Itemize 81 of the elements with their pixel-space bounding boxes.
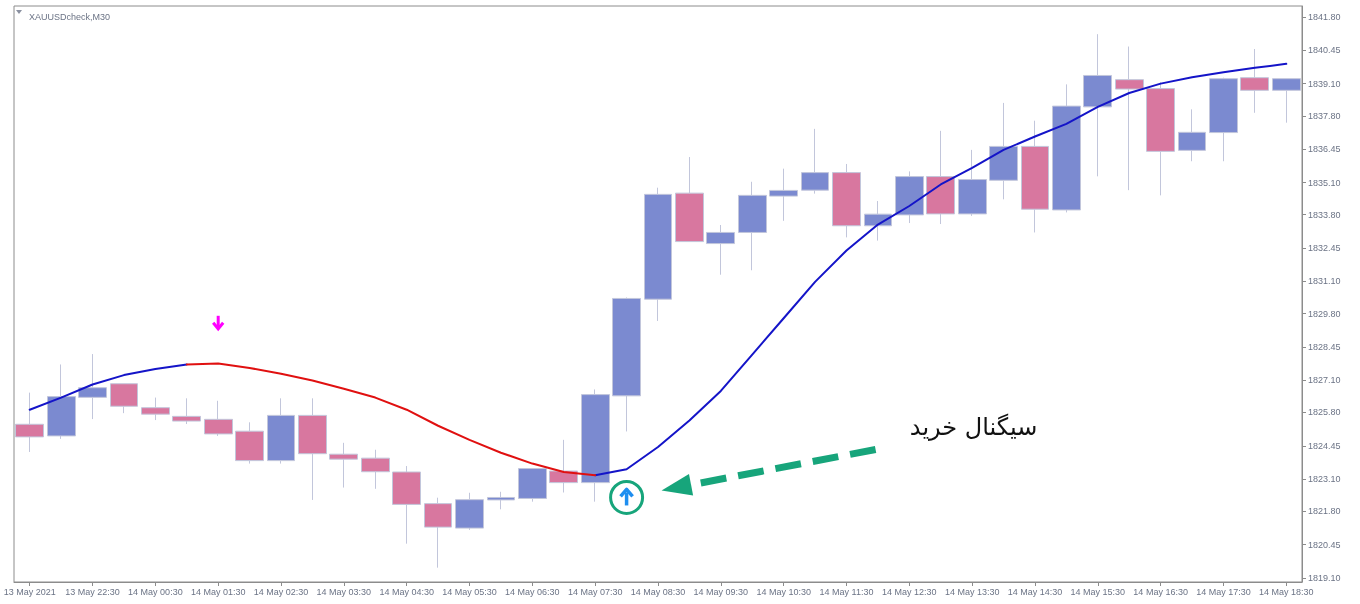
y-tick-label: 1828.45 bbox=[1308, 341, 1341, 352]
x-tick-label: 14 May 10:30 bbox=[756, 586, 811, 597]
x-tick-label: 14 May 18:30 bbox=[1259, 586, 1314, 597]
candlestick bbox=[141, 397, 170, 421]
candlestick bbox=[1146, 81, 1175, 196]
y-tick-label: 1821.80 bbox=[1308, 506, 1341, 517]
candlestick bbox=[518, 468, 547, 503]
candlestick bbox=[1209, 77, 1238, 162]
candlestick bbox=[329, 442, 358, 489]
y-tick-label: 1832.45 bbox=[1308, 243, 1341, 254]
y-tick-label: 1831.10 bbox=[1308, 276, 1341, 287]
x-tick-label: 14 May 17:30 bbox=[1196, 586, 1251, 597]
candlestick bbox=[895, 170, 924, 224]
y-tick-label: 1840.45 bbox=[1308, 45, 1341, 56]
x-tick-label: 14 May 16:30 bbox=[1133, 586, 1188, 597]
candlestick bbox=[455, 492, 484, 531]
x-tick-label: 14 May 04:30 bbox=[379, 586, 434, 597]
candlestick bbox=[424, 497, 452, 569]
x-tick-label: 14 May 11:30 bbox=[819, 586, 874, 597]
annotation: سیگنال خرید bbox=[909, 413, 1038, 442]
candlestick bbox=[15, 392, 44, 453]
x-tick-label: 14 May 06:30 bbox=[505, 586, 560, 597]
x-tick-label: 14 May 08:30 bbox=[630, 586, 686, 597]
x-tick-label: 14 May 14:30 bbox=[1007, 586, 1063, 597]
candlestick bbox=[644, 187, 672, 322]
y-tick-label: 1835.10 bbox=[1308, 177, 1341, 188]
x-tick-label: 14 May 00:30 bbox=[128, 586, 183, 597]
x-tick-label: 14 May 12:30 bbox=[882, 586, 937, 597]
y-tick-label: 1839.10 bbox=[1308, 78, 1341, 89]
y-tick-label: 1823.10 bbox=[1308, 474, 1341, 485]
candlestick bbox=[1052, 83, 1081, 213]
x-tick-label: 14 May 13:30 bbox=[944, 586, 1000, 597]
candlestick bbox=[738, 181, 767, 271]
candlestick bbox=[769, 168, 798, 222]
candlestick bbox=[487, 491, 515, 510]
x-tick-label: 14 May 02:30 bbox=[253, 586, 309, 597]
y-tick-label: 1824.45 bbox=[1308, 440, 1341, 451]
candlestick bbox=[989, 102, 1018, 200]
y-tick-label: 1833.80 bbox=[1308, 209, 1341, 220]
candlestick bbox=[1178, 108, 1206, 162]
candlestick bbox=[361, 449, 390, 490]
y-tick-label: 1837.80 bbox=[1308, 110, 1341, 121]
candlestick bbox=[47, 363, 76, 440]
x-tick-label: 13 May 2021 bbox=[3, 586, 56, 597]
candlestick bbox=[298, 397, 327, 501]
line-series bbox=[185, 362, 597, 477]
candlestick bbox=[926, 130, 955, 225]
candlestick bbox=[1115, 46, 1144, 191]
x-tick-label: 13 May 22:30 bbox=[65, 586, 120, 597]
candlestick bbox=[958, 149, 987, 217]
candlestick bbox=[78, 353, 107, 420]
x-tick-label: 14 May 05:30 bbox=[442, 586, 497, 597]
candlestick bbox=[110, 383, 138, 414]
candlestick bbox=[235, 421, 264, 465]
candlestick bbox=[612, 296, 641, 432]
candlestick bbox=[1240, 48, 1269, 114]
candlestick bbox=[172, 397, 201, 425]
x-tick-label: 14 May 03:30 bbox=[316, 586, 372, 597]
candlestick bbox=[1021, 120, 1049, 233]
candlestick bbox=[675, 156, 704, 243]
candlestick bbox=[706, 224, 735, 276]
candlestick bbox=[581, 388, 610, 503]
candlestick bbox=[392, 465, 421, 545]
y-tick-label: 1827.10 bbox=[1308, 375, 1341, 386]
text: XAUUSDcheck,M30 bbox=[29, 11, 111, 22]
candlestick bbox=[832, 163, 861, 238]
x-tick-label: 14 May 15:30 bbox=[1070, 586, 1126, 597]
y-tick-label: 1820.45 bbox=[1308, 539, 1341, 550]
y-tick-label: 1841.80 bbox=[1308, 11, 1341, 22]
y-tick-label: 1819.10 bbox=[1308, 573, 1341, 584]
candlestick bbox=[549, 439, 578, 494]
y-tick-label: 1825.80 bbox=[1308, 407, 1341, 418]
x-tick-label: 14 May 01:30 bbox=[190, 586, 246, 597]
candlestick bbox=[267, 397, 295, 465]
candlestick bbox=[204, 400, 233, 437]
x-tick-label: 14 May 09:30 bbox=[693, 586, 749, 597]
y-tick-label: 1836.45 bbox=[1308, 144, 1341, 155]
candlestick bbox=[801, 128, 829, 195]
y-tick-label: 1829.80 bbox=[1308, 308, 1341, 319]
x-tick-label: 14 May 07:30 bbox=[567, 586, 623, 597]
candlestick bbox=[1083, 33, 1112, 177]
